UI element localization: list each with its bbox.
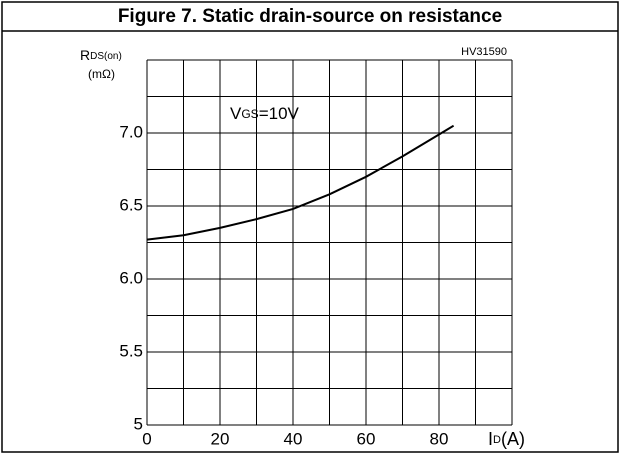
y-tick-label: 6.5	[119, 195, 143, 214]
curve	[146, 124, 455, 241]
y-tick-label: 5.5	[119, 341, 143, 360]
x-label-main: I	[488, 429, 493, 449]
y-label-main: R	[80, 47, 90, 63]
y-tick-label: 7.0	[119, 122, 143, 141]
annotation: VGS=10V	[230, 104, 300, 123]
x-tick-label: 40	[284, 429, 303, 448]
annotation-sub: GS	[241, 107, 258, 121]
annotation-rest: =10V	[259, 104, 300, 123]
x-tick-label: 80	[430, 429, 449, 448]
x-label-sub: D	[493, 434, 501, 446]
annotation-main: V	[230, 104, 242, 123]
x-tick-label: 0	[142, 429, 151, 448]
y-tick-label: 5	[134, 414, 143, 433]
y-axis-label: RDS(on)	[80, 47, 122, 63]
y-tick-label: 6.0	[119, 268, 143, 287]
x-tick-label: 60	[357, 429, 376, 448]
x-tick-label: 20	[211, 429, 230, 448]
chart-title: Figure 7. Static drain-source on resista…	[118, 6, 502, 27]
figure-code: HV31590	[461, 46, 507, 58]
y-unit: (mΩ)	[88, 67, 115, 81]
y-label-sub: DS(on)	[90, 51, 122, 62]
x-label-unit: (A)	[501, 429, 525, 449]
x-axis-label: ID(A)	[488, 429, 525, 449]
